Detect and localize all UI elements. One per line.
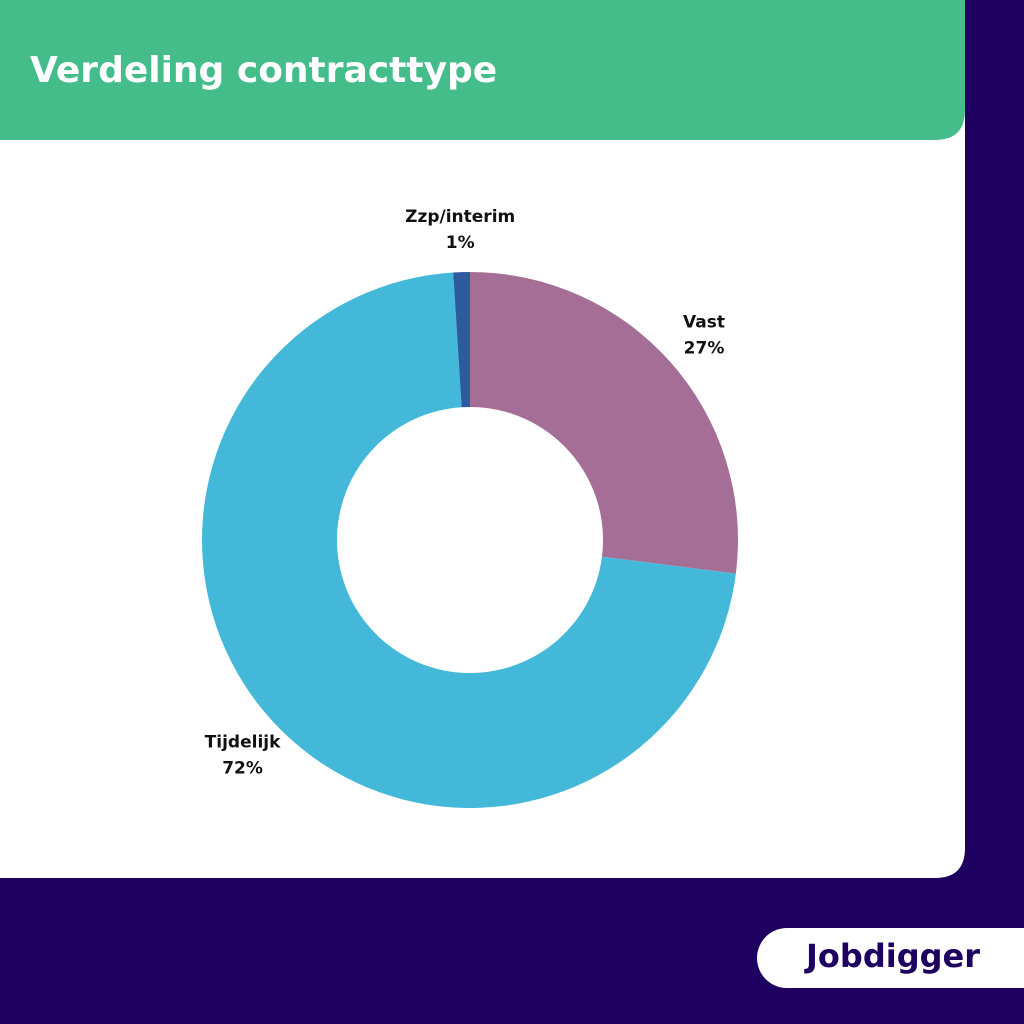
donut-slice	[453, 272, 470, 408]
logo: Jobdigger	[804, 937, 980, 975]
slice-label: Tijdelijk	[205, 733, 281, 753]
slice-label: Vast	[683, 313, 725, 333]
header	[0, 0, 965, 140]
slice-label: Zzp/interim	[405, 207, 515, 227]
value-label: 27%	[684, 339, 725, 359]
chart: Vast 27% Tijdelijk 72% Zzp/interim 1%	[201, 207, 738, 808]
chart-title: Verdeling contracttype	[30, 50, 497, 91]
value-label: 72%	[222, 759, 263, 779]
donut-slice	[201, 272, 736, 808]
value-label: 1%	[446, 233, 475, 253]
donut-slice	[470, 272, 738, 574]
logo-pill	[757, 928, 1024, 988]
